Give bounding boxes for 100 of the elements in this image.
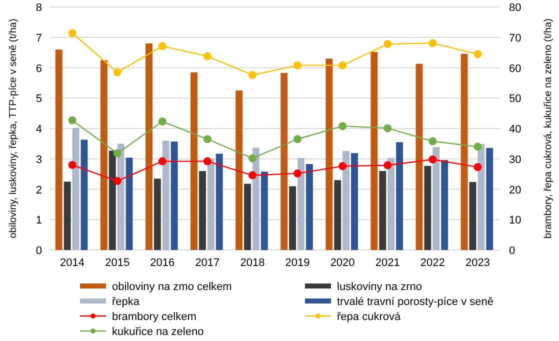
bar: [388, 158, 395, 250]
bar: [236, 90, 243, 250]
point: [428, 39, 437, 48]
point: [203, 135, 212, 144]
legend-label: řepka: [112, 296, 140, 308]
point: [474, 142, 482, 151]
point: [248, 171, 256, 180]
x-tick-label: 2014: [60, 257, 85, 269]
bar: [424, 166, 432, 250]
y-axis-title: obiloviny, luskoviny, řepka, TTP-píce v seně (t/ha): [8, 18, 19, 238]
x-tick-label: 2016: [150, 257, 175, 269]
bar: [108, 150, 116, 250]
point: [158, 42, 166, 50]
point: [338, 122, 347, 130]
y-tick-label: 1: [36, 214, 42, 227]
legend-label: kukuřice na zeleno: [112, 326, 204, 338]
y-tick-label: 8: [36, 2, 42, 14]
y2-tick-label: 70: [509, 32, 522, 44]
bar: [154, 178, 161, 250]
bar: [55, 50, 62, 250]
bar: [170, 142, 178, 250]
point: [68, 29, 76, 38]
bar: [216, 154, 223, 250]
x-tick-label: 2022: [420, 257, 445, 269]
bar: [126, 158, 133, 250]
legend-label: brambory celkem: [112, 311, 196, 323]
x-tick-label: 2021: [375, 257, 400, 269]
bar: [370, 52, 378, 250]
x-tick-label: 2023: [465, 257, 490, 269]
point: [113, 149, 122, 158]
bar: [280, 72, 288, 250]
point: [158, 118, 166, 126]
legend-label: řepa cukrová: [337, 311, 402, 323]
y2-tick-label: 80: [509, 2, 522, 14]
point: [384, 161, 392, 170]
bar: [117, 144, 124, 250]
bar: [460, 54, 468, 250]
point: [203, 52, 212, 60]
point: [294, 135, 302, 144]
point: [158, 157, 166, 166]
bar: [64, 182, 71, 250]
point: [474, 163, 482, 172]
bar: [326, 58, 333, 250]
point: [68, 116, 76, 124]
x-tick-label: 2017: [195, 257, 220, 269]
y2-tick-label: 20: [509, 184, 522, 196]
bar: [80, 140, 88, 250]
bar: [72, 128, 80, 250]
point: [474, 50, 482, 58]
x-tick-label: 2019: [285, 257, 310, 269]
point: [384, 40, 392, 48]
point: [248, 71, 256, 80]
point: [294, 61, 302, 70]
y2-axis-title: brambory, řepa cukrová, kukuřice na zeleno (t/ha): [543, 18, 554, 238]
point: [428, 137, 437, 146]
point: [113, 68, 122, 76]
bar: [342, 150, 350, 250]
bar: [298, 158, 304, 250]
bar: [100, 60, 108, 250]
bar: [198, 171, 206, 250]
point: [428, 155, 437, 164]
point: [384, 124, 392, 132]
y2-tick-label: 0: [509, 245, 516, 257]
point: [203, 157, 212, 166]
bar: [379, 171, 386, 250]
y-tick-label: 0: [36, 245, 42, 257]
bar: [252, 148, 260, 250]
bar: [416, 64, 423, 250]
y-tick-label: 7: [36, 32, 42, 44]
y-tick-label: 4: [36, 124, 42, 136]
y2-tick-label: 60: [509, 62, 522, 75]
bar: [486, 148, 494, 250]
bar: [432, 147, 440, 250]
point: [68, 160, 76, 169]
legend-label: trvalé travní porosty-píce v seně: [337, 296, 494, 308]
x-tick-label: 2018: [240, 257, 265, 269]
y2-tick-label: 50: [509, 93, 522, 106]
y-tick-label: 6: [36, 62, 42, 75]
y-tick-label: 3: [36, 154, 42, 166]
point: [338, 162, 347, 170]
bar: [244, 184, 251, 250]
y-tick-label: 2: [36, 184, 42, 196]
legend-label: luskoviny na zrno: [337, 281, 422, 293]
bar: [469, 182, 476, 250]
bar: [162, 140, 170, 250]
bar: [207, 158, 214, 250]
x-tick-label: 2020: [330, 257, 355, 269]
y2-tick-label: 30: [509, 154, 522, 166]
y-tick-label: 5: [36, 93, 42, 106]
bar: [289, 186, 296, 250]
bar: [190, 72, 198, 250]
bar: [260, 172, 268, 250]
bar: [306, 164, 313, 250]
point: [294, 169, 302, 178]
legend-label: obiloviny na zmo celkem: [112, 281, 232, 293]
bar: [145, 43, 152, 250]
y2-tick-label: 40: [509, 124, 522, 136]
y2-tick-label: 10: [509, 214, 522, 227]
point: [248, 154, 256, 162]
bar: [441, 160, 448, 250]
